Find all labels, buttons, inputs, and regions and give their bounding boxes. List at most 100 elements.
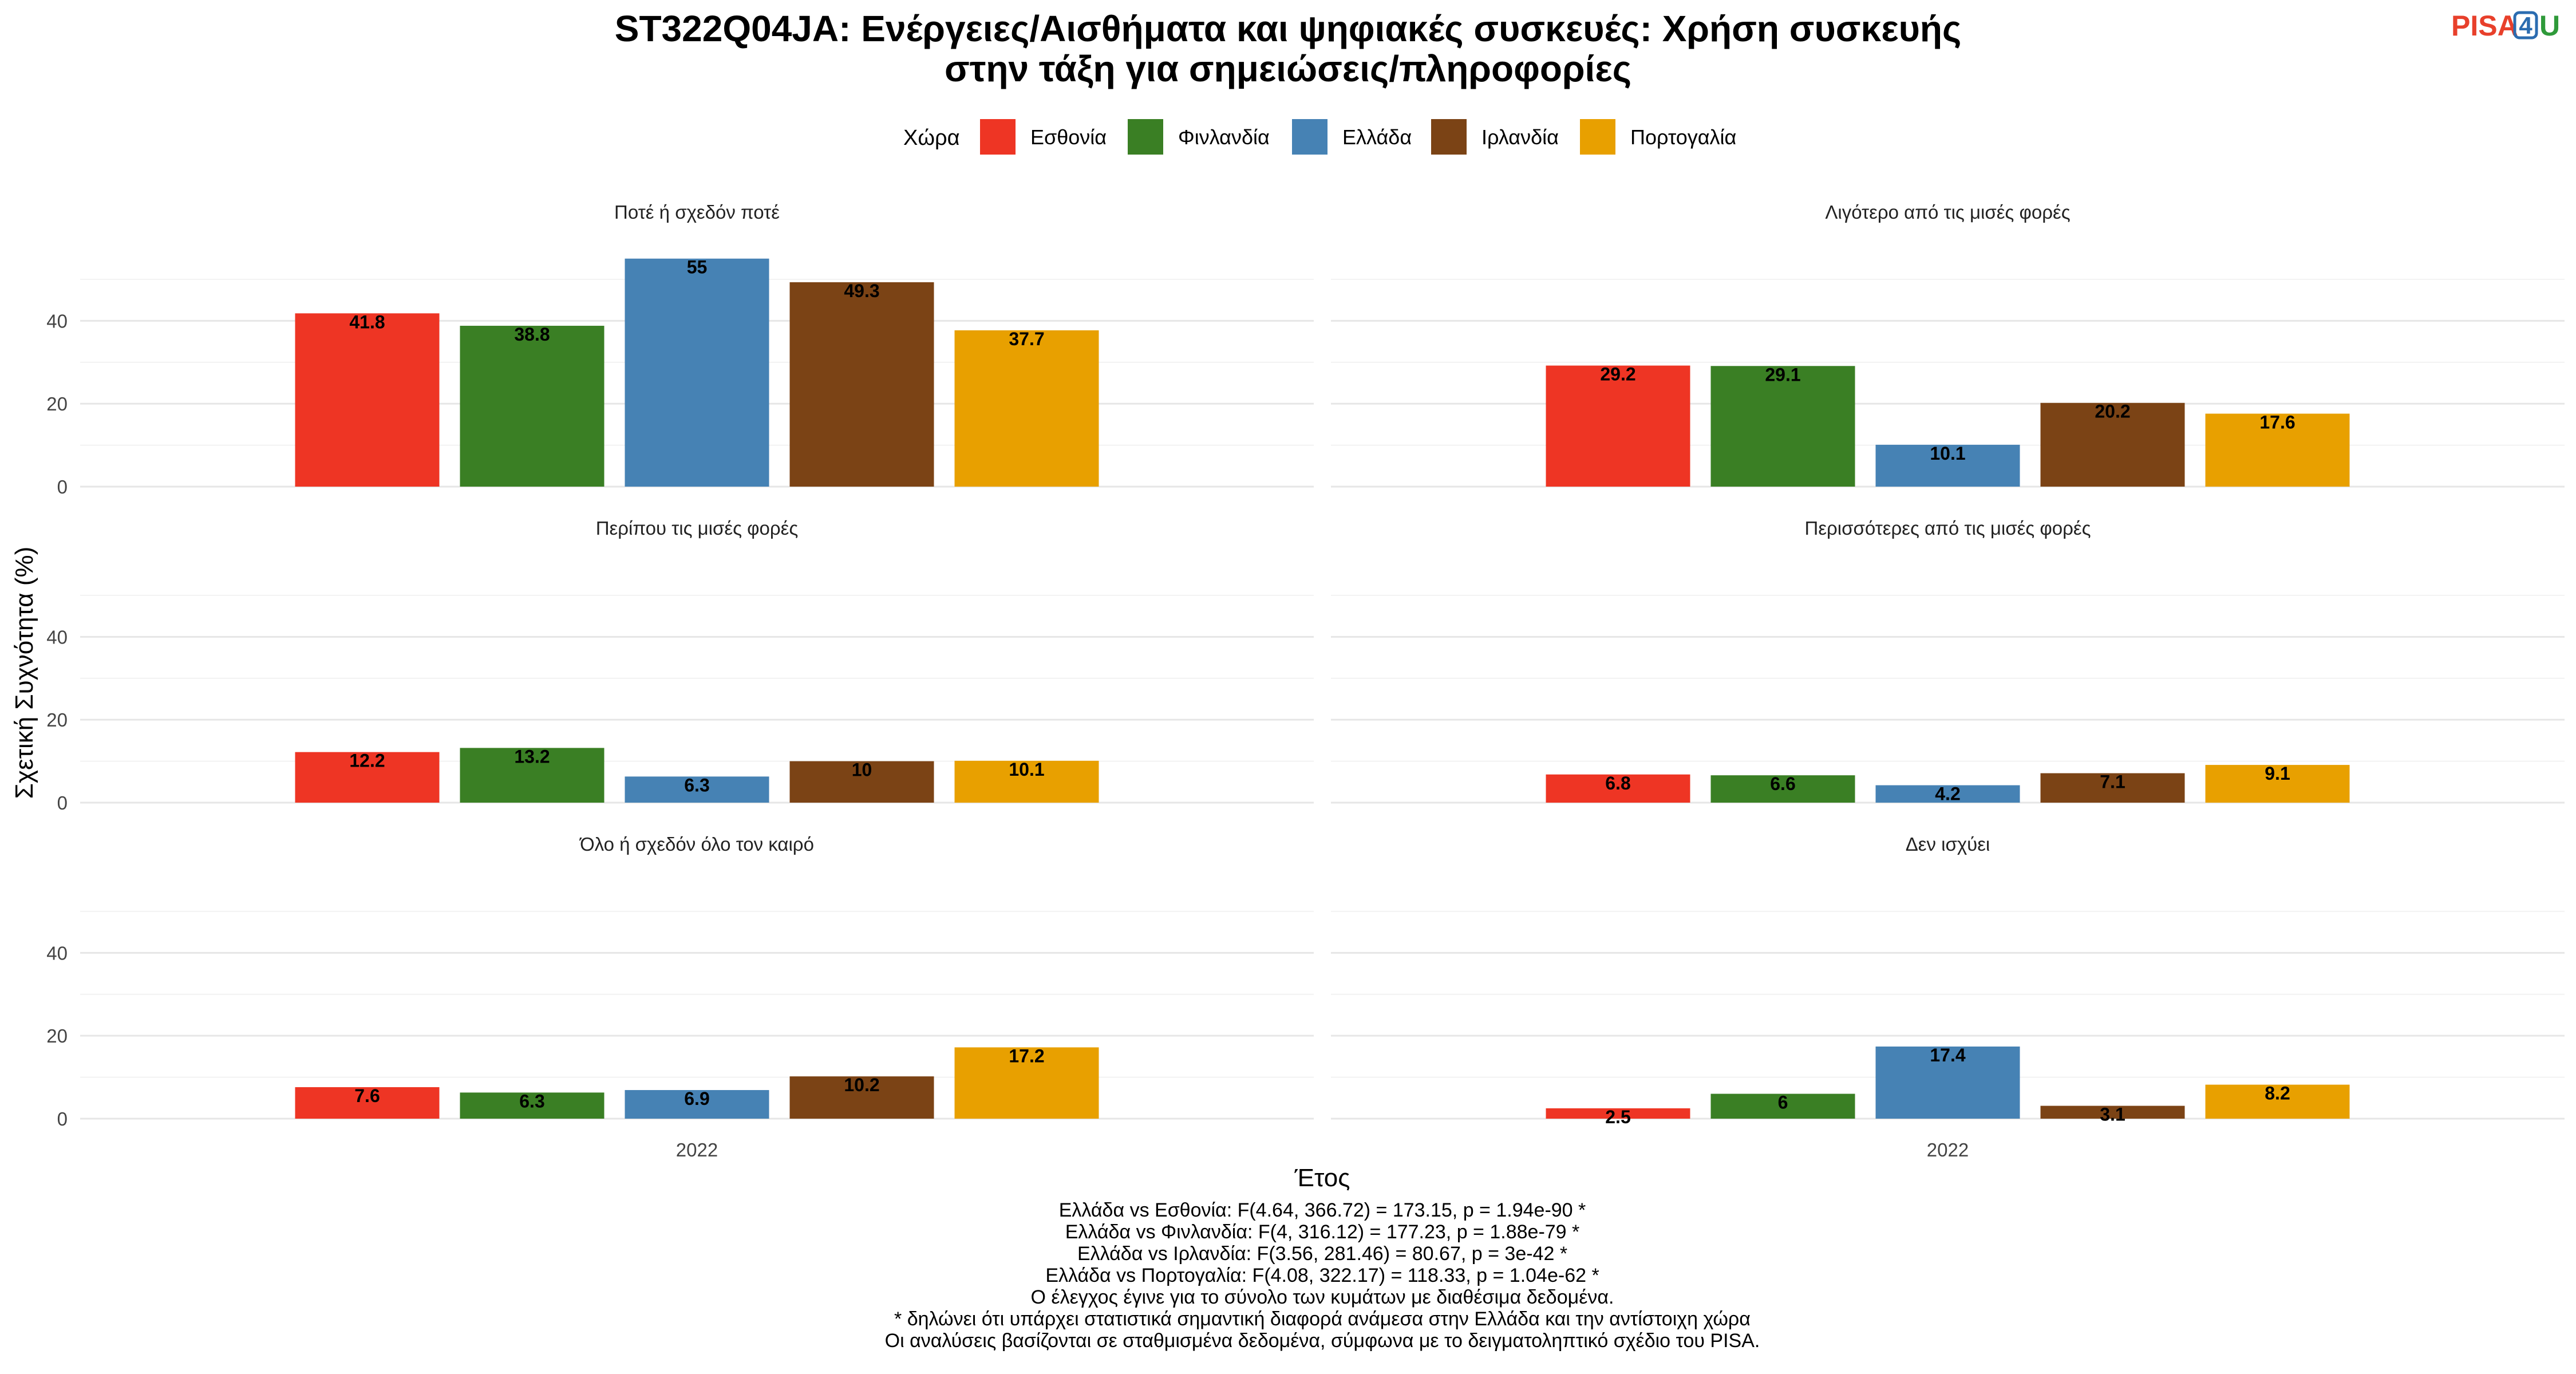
bar-value-label: 3.1 bbox=[2100, 1104, 2125, 1125]
y-tick-label: 0 bbox=[57, 792, 68, 814]
bar-value-label: 41.8 bbox=[349, 311, 385, 332]
y-axis-title: Σχετική Συχνότητα (%) bbox=[10, 547, 38, 799]
logo-pisa-text: PISA bbox=[2451, 10, 2518, 42]
bar-4 bbox=[2040, 1105, 2185, 1119]
bar-1 bbox=[1546, 774, 1690, 803]
bar-value-label: 17.2 bbox=[1009, 1045, 1044, 1066]
bar-2 bbox=[460, 1092, 605, 1119]
bar-4 bbox=[2040, 773, 2185, 803]
bar-4 bbox=[789, 761, 934, 803]
bar-value-label: 6.6 bbox=[1770, 773, 1795, 794]
panel-title: Περισσότερες από τις μισές φορές bbox=[1804, 518, 2091, 539]
y-tick-label: 40 bbox=[46, 942, 68, 964]
bar-2 bbox=[1710, 775, 1855, 803]
footnotes: Ελλάδα vs Εσθονία: F(4.64, 366.72) = 173… bbox=[885, 1199, 1760, 1352]
legend-label-5: Πορτογαλία bbox=[1630, 125, 1736, 149]
bar-value-label: 55 bbox=[687, 257, 708, 278]
panel-title: Όλο ή σχεδόν όλο τον καιρό bbox=[579, 834, 814, 855]
bar-5 bbox=[954, 760, 1099, 803]
bar-value-label: 49.3 bbox=[844, 281, 879, 301]
title-line-1: ST322Q04JA: Ενέργειες/Αισθήματα και ψηφι… bbox=[615, 8, 1961, 49]
footnote-5: Ο έλεγχος έγινε για το σύνολο των κυμάτω… bbox=[1031, 1286, 1614, 1308]
bar-value-label: 7.6 bbox=[354, 1085, 380, 1106]
bar-value-label: 7.1 bbox=[2100, 772, 2125, 792]
bar-value-label: 20.2 bbox=[2095, 401, 2130, 422]
bar-2 bbox=[1710, 366, 1855, 487]
panel-3: Περίπου τις μισές φορές 0 20 40 12.2 13.2 6.3 1… bbox=[46, 518, 1314, 814]
pisa4u-logo: PISA 4 U bbox=[2451, 10, 2560, 42]
legend-swatch-3 bbox=[1292, 119, 1327, 155]
panels: Ποτέ ή σχεδόν ποτέ 0 20 40 41.8 38.8 55 49.3 37.… bbox=[46, 202, 2565, 1160]
bar-value-label: 6.3 bbox=[684, 775, 709, 795]
x-axis-title: Έτος bbox=[1294, 1164, 1350, 1192]
bar-value-label: 29.2 bbox=[1600, 364, 1635, 385]
bar-value-label: 38.8 bbox=[514, 324, 550, 345]
bar-3 bbox=[1875, 444, 2020, 487]
y-tick-label: 40 bbox=[46, 626, 68, 647]
bar-value-label: 6.3 bbox=[519, 1091, 544, 1111]
y-tick-label: 20 bbox=[46, 393, 68, 414]
chart-title: ST322Q04JA: Ενέργειες/Αισθήματα και ψηφι… bbox=[615, 8, 1961, 89]
axis-titles: Έτος Σχετική Συχνότητα (%) bbox=[10, 547, 1350, 1192]
legend-label-3: Ελλάδα bbox=[1342, 125, 1412, 149]
footnote-7: Οι αναλύσεις βασίζονται σε σταθμισμένα δ… bbox=[885, 1330, 1760, 1352]
y-tick-label: 0 bbox=[57, 1108, 68, 1130]
panel-4: Περισσότερες από τις μισές φορές 6.8 6.6 4.… bbox=[1331, 518, 2565, 804]
bar-value-label: 17.4 bbox=[1930, 1045, 1965, 1065]
y-tick-label: 20 bbox=[46, 709, 68, 731]
logo-four-box bbox=[2513, 11, 2538, 40]
bar-3 bbox=[625, 1090, 769, 1119]
bar-value-label: 6 bbox=[1778, 1092, 1788, 1113]
y-tick-label: 40 bbox=[46, 310, 68, 331]
bar-1 bbox=[295, 1087, 440, 1119]
footnote-6: * δηλώνει ότι υπάρχει στατιστικά σημαντι… bbox=[894, 1308, 1751, 1330]
footnote-1: Ελλάδα vs Εσθονία: F(4.64, 366.72) = 173… bbox=[1059, 1199, 1586, 1221]
legend: Χώρα Εσθονία Φινλανδία Ελλάδα Ιρλανδία Πορτογ… bbox=[903, 119, 1736, 155]
y-tick-label: 20 bbox=[46, 1025, 68, 1047]
footnote-2: Ελλάδα vs Φινλανδία: F(4, 316.12) = 177.… bbox=[1065, 1221, 1580, 1243]
legend-swatch-4 bbox=[1431, 119, 1467, 155]
footnote-3: Ελλάδα vs Ιρλανδία: F(3.56, 281.46) = 80… bbox=[1077, 1243, 1567, 1265]
bar-value-label: 6.8 bbox=[1605, 773, 1630, 793]
bar-value-label: 13.2 bbox=[514, 746, 550, 767]
bar-1 bbox=[1546, 365, 1690, 487]
bar-3 bbox=[625, 258, 769, 487]
panel-1: Ποτέ ή σχεδόν ποτέ 0 20 40 41.8 38.8 55 49.3 37.… bbox=[46, 202, 1314, 498]
legend-swatch-2 bbox=[1128, 119, 1163, 155]
bar-4 bbox=[789, 1076, 934, 1119]
bar-value-label: 10.1 bbox=[1009, 759, 1044, 780]
panel-5: Όλο ή σχεδόν όλο τον καιρό 0 20 40 7.6 6.3 6.9… bbox=[46, 834, 1314, 1160]
bar-3 bbox=[1875, 1047, 2020, 1119]
panel-title: Περίπου τις μισές φορές bbox=[596, 518, 799, 539]
logo-u-text: U bbox=[2539, 10, 2560, 42]
bar-2 bbox=[460, 748, 605, 803]
bar-value-label: 4.2 bbox=[1935, 784, 1960, 804]
legend-label-4: Ιρλανδία bbox=[1481, 125, 1559, 149]
logo-four-text: 4 bbox=[2519, 12, 2532, 39]
bar-value-label: 29.1 bbox=[1765, 364, 1800, 385]
legend-title: Χώρα bbox=[903, 126, 960, 150]
bar-5 bbox=[954, 330, 1099, 487]
title-line-2: στην τάξη για σημειώσεις/πληροφορίες bbox=[945, 48, 1631, 89]
bar-5 bbox=[2205, 413, 2350, 487]
bar-3 bbox=[1875, 785, 2020, 803]
x-tick-label: 2022 bbox=[1927, 1139, 1969, 1160]
bar-value-label: 2.5 bbox=[1605, 1107, 1630, 1127]
legend-label-2: Φινλανδία bbox=[1178, 125, 1270, 149]
legend-swatch-5 bbox=[1580, 119, 1615, 155]
bar-3 bbox=[625, 776, 769, 803]
legend-swatch-1 bbox=[980, 119, 1016, 155]
x-tick-label: 2022 bbox=[676, 1139, 718, 1160]
bar-value-label: 10.2 bbox=[844, 1075, 879, 1095]
bar-5 bbox=[2205, 1084, 2350, 1119]
bar-value-label: 6.9 bbox=[684, 1088, 709, 1109]
panel-title: Λιγότερο από τις μισές φορές bbox=[1825, 202, 2070, 223]
bar-value-label: 8.2 bbox=[2265, 1083, 2290, 1104]
bar-1 bbox=[295, 752, 440, 803]
bar-4 bbox=[2040, 402, 2185, 487]
bar-value-label: 10 bbox=[852, 760, 872, 780]
bar-4 bbox=[789, 282, 934, 487]
y-tick-label: 0 bbox=[57, 476, 68, 498]
legend-label-1: Εσθονία bbox=[1030, 125, 1107, 149]
